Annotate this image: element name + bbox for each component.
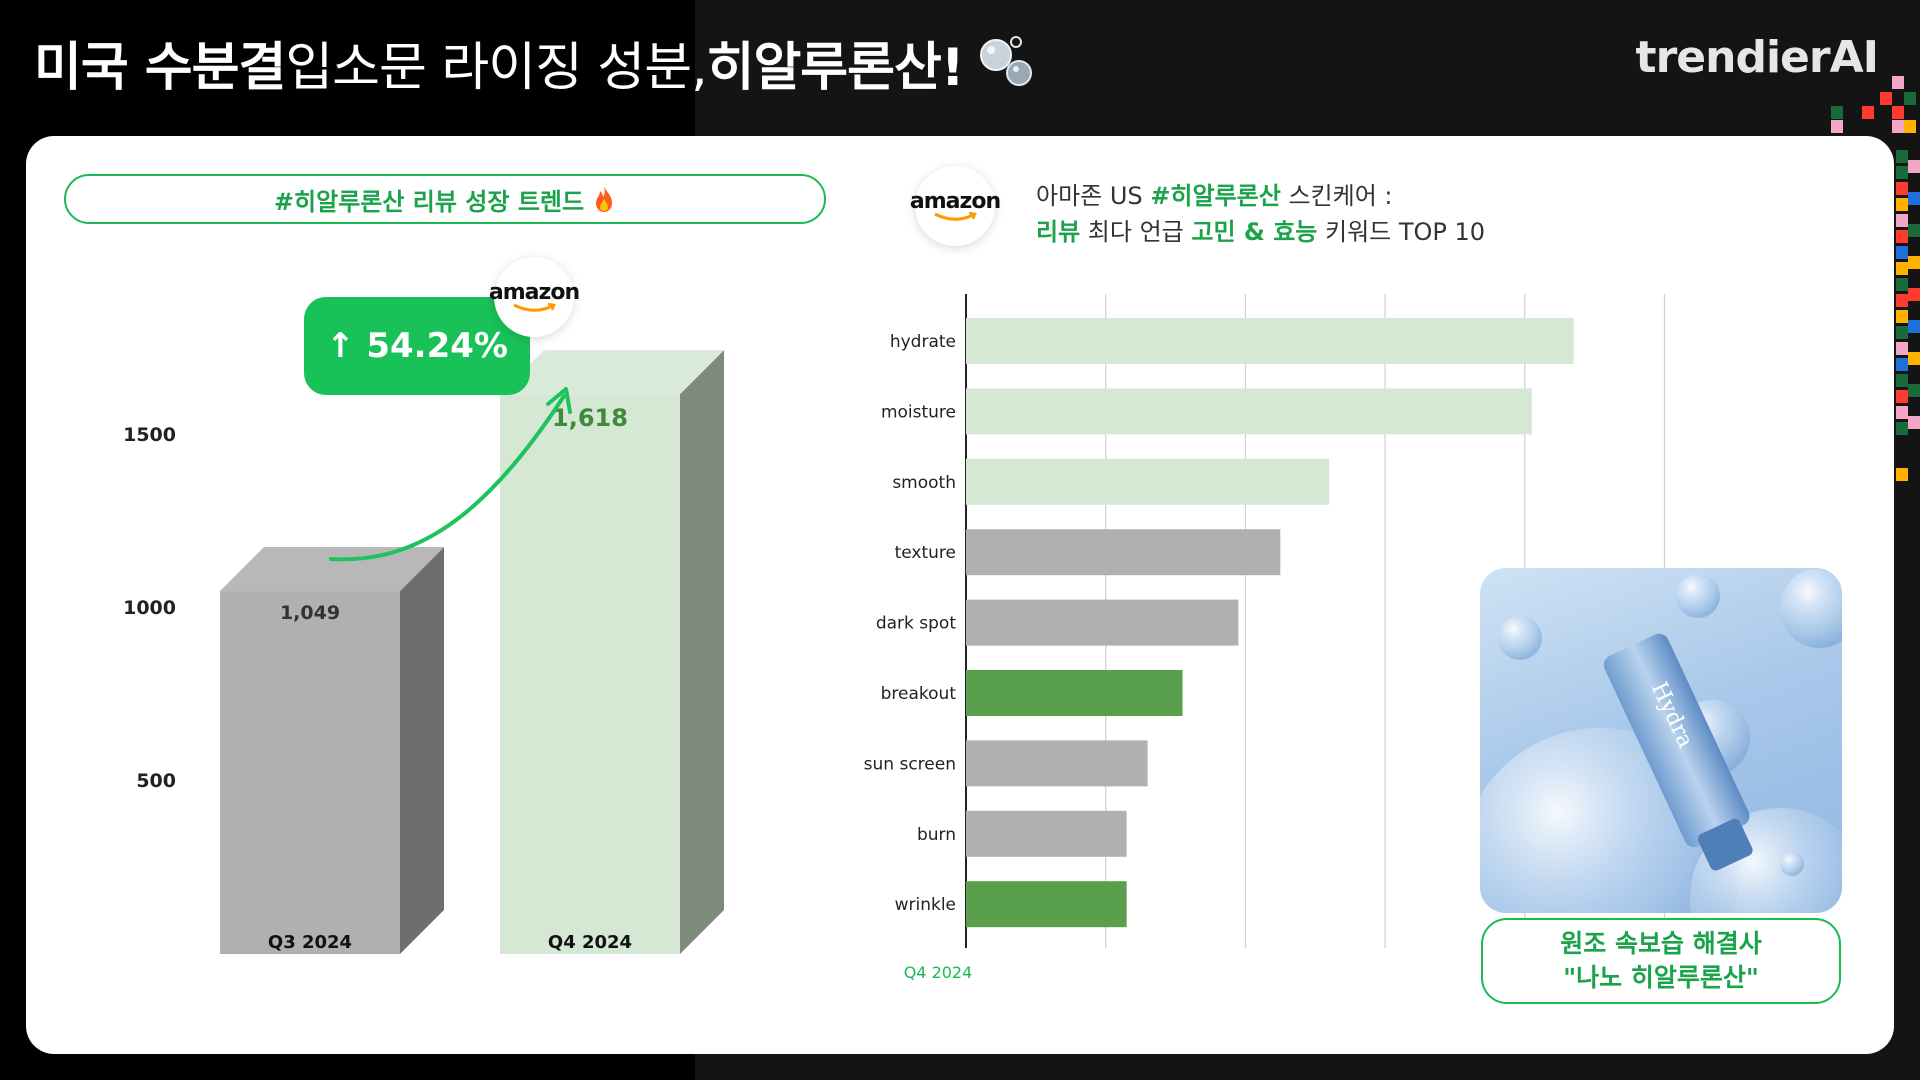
growth-arrow	[329, 394, 566, 562]
product-caption-line1: 원조 속보습 해결사	[1560, 929, 1762, 958]
keyword-heading-line2: 리뷰 최다 언급 고민 & 효능 키워드 TOP 10	[1036, 214, 1485, 250]
bar-side-1	[400, 547, 444, 954]
period-label: Q4 2024	[904, 963, 973, 982]
heading-amazon-us: 아마존 US	[1036, 182, 1151, 210]
trendierai-logo: trendierAI	[1635, 32, 1879, 83]
bubbles-icon	[979, 36, 1032, 86]
keyword-bar-texture	[966, 529, 1281, 576]
growth-rate-badge: ↑ 54.24%	[304, 297, 530, 395]
product-caption-line2: "나노 히알루론산"	[1563, 963, 1759, 992]
fire-icon	[596, 186, 613, 212]
heading-top10: 키워드 TOP 10	[1317, 218, 1486, 246]
growth-arrow-head	[546, 387, 572, 414]
keyword-bar-dark-spot	[966, 599, 1239, 646]
heading-most-mentioned: 최다 언급	[1080, 218, 1192, 246]
heading-review: 리뷰	[1036, 218, 1081, 246]
keyword-label-sun-screen: sun screen	[864, 754, 956, 774]
bar-top-1	[220, 547, 444, 592]
keyword-bar-breakout	[966, 670, 1183, 716]
amazon-logo-text-right: amazon	[909, 188, 1001, 214]
keyword-label-moisture: moisture	[881, 402, 956, 422]
bar-front-2	[500, 394, 680, 954]
heading-skincare: 스킨케어 :	[1280, 182, 1393, 210]
headline-part1: 미국 수분결	[34, 37, 286, 98]
y-tick-label: 1000	[123, 597, 176, 619]
amazon-smile-icon	[513, 302, 556, 312]
page-headline: 미국 수분결 입소문 라이징 성분, 히알루론산!	[34, 22, 1034, 102]
keyword-bar-smooth	[966, 458, 1330, 505]
review-trend-title: #히알루론산 리뷰 성장 트렌드	[64, 174, 826, 224]
bar-value-label-2: 1,618	[552, 404, 628, 432]
heading-concern-efficacy: 고민 & 효능	[1191, 218, 1318, 246]
keyword-bar-hydrate	[966, 318, 1574, 364]
product-photo: Hydra	[1480, 568, 1842, 913]
keyword-chart-heading: 아마존 US #히알루론산 스킨케어 : 리뷰 최다 언급 고민 & 효능 키워…	[1036, 178, 1485, 250]
keyword-label-dark-spot: dark spot	[876, 614, 956, 634]
headline-part2: 입소문 라이징 성분,	[285, 37, 707, 98]
amazon-logo-badge-right: amazon	[910, 166, 1001, 246]
bar-category-label-1: Q3 2024	[268, 932, 352, 953]
bar-value-label-1: 1,049	[280, 602, 340, 624]
bar-category-label-2: Q4 2024	[548, 932, 632, 953]
hydra-tube-illustration: Hydra	[1480, 568, 1842, 913]
bar-front-1	[220, 591, 400, 954]
keyword-bar-sun-screen	[966, 740, 1148, 787]
keyword-bar-wrinkle	[966, 881, 1127, 928]
keyword-label-hydrate: hydrate	[890, 332, 956, 352]
bar-side-2	[680, 350, 724, 954]
keyword-heading-line1: 아마존 US #히알루론산 스킨케어 :	[1036, 178, 1485, 214]
charts-canvas: 500 1000 1500 1,049 Q3 2024 1,618 Q4 2024 hydra…	[123, 294, 1666, 982]
product-caption: 원조 속보습 해결사 "나노 히알루론산"	[1481, 918, 1841, 1004]
headline-part3: 히알루론산!	[706, 37, 965, 98]
keyword-label-breakout: breakout	[881, 684, 957, 704]
bar-top-2	[500, 350, 724, 395]
review-trend-title-text: #히알루론산 리뷰 성장 트렌드	[273, 187, 585, 216]
keyword-label-burn: burn	[917, 825, 956, 845]
keyword-label-texture: texture	[895, 543, 956, 563]
amazon-smile-icon	[934, 211, 977, 221]
content-card: #히알루론산 리뷰 성장 트렌드 500 1000 1500 1,049 Q3 2024…	[26, 136, 1894, 1054]
amazon-logo-badge-left: amazon	[489, 257, 580, 337]
keyword-label-smooth: smooth	[892, 473, 956, 493]
keyword-bar-moisture	[966, 388, 1532, 435]
y-tick-label: 500	[136, 770, 176, 792]
y-tick-label: 1500	[123, 424, 176, 446]
keyword-label-wrinkle: wrinkle	[895, 895, 956, 915]
keyword-bar-burn	[966, 810, 1127, 857]
heading-hashtag: #히알루론산	[1150, 182, 1281, 210]
amazon-logo-text-left: amazon	[488, 279, 580, 305]
